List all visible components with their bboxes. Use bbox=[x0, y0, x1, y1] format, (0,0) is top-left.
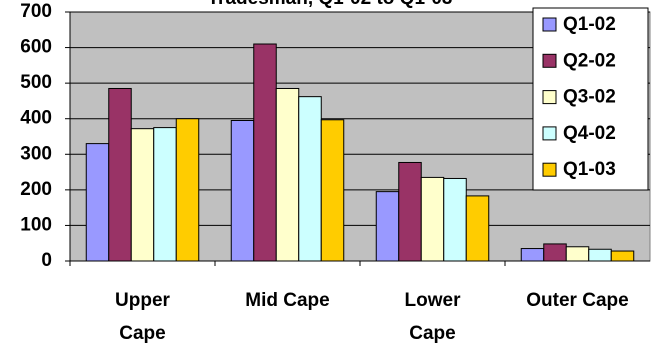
bar bbox=[398, 161, 422, 262]
legend-label: Q1-02 bbox=[563, 14, 616, 35]
bar bbox=[375, 191, 400, 262]
y-tick-label: 100 bbox=[20, 214, 52, 235]
bar bbox=[230, 119, 255, 262]
y-tick-label: 600 bbox=[20, 37, 52, 58]
bar bbox=[465, 195, 490, 262]
bar bbox=[543, 243, 567, 262]
bar bbox=[85, 143, 110, 262]
bar bbox=[253, 43, 277, 262]
y-tick-label: 400 bbox=[20, 108, 52, 129]
bar bbox=[298, 96, 322, 262]
legend-swatch bbox=[542, 53, 557, 68]
bar bbox=[130, 128, 155, 262]
bar bbox=[610, 250, 635, 262]
y-tick-label: 300 bbox=[20, 143, 52, 164]
chart-title: Tradesman, Q1-02 to Q1-03 bbox=[208, 0, 453, 9]
legend-label: Q3-02 bbox=[563, 87, 616, 108]
y-tick-label: 0 bbox=[41, 250, 52, 271]
bar bbox=[420, 176, 445, 262]
x-tick-label: Lower Cape bbox=[404, 290, 461, 344]
bar bbox=[175, 118, 200, 262]
x-tick-label: Upper Cape bbox=[115, 290, 170, 344]
bar bbox=[320, 119, 345, 262]
bar bbox=[275, 87, 300, 262]
legend-swatch bbox=[542, 17, 557, 32]
x-tick-label: Mid Cape bbox=[245, 290, 330, 311]
y-tick-label: 200 bbox=[20, 179, 52, 200]
bar bbox=[565, 246, 590, 262]
legend-label: Q2-02 bbox=[563, 50, 616, 71]
bar bbox=[588, 248, 612, 262]
y-tick-label: 500 bbox=[20, 72, 52, 93]
bar bbox=[443, 177, 467, 262]
bar bbox=[108, 87, 132, 262]
legend-swatch bbox=[542, 90, 557, 105]
x-tick-label: Outer Cape bbox=[526, 290, 629, 311]
legend-label: Q1-03 bbox=[563, 159, 616, 180]
y-tick-label: 700 bbox=[20, 1, 52, 22]
legend-swatch bbox=[542, 126, 557, 141]
bar bbox=[520, 248, 545, 262]
legend-swatch bbox=[542, 162, 557, 177]
bar bbox=[153, 127, 177, 262]
legend-label: Q4-02 bbox=[563, 123, 616, 144]
